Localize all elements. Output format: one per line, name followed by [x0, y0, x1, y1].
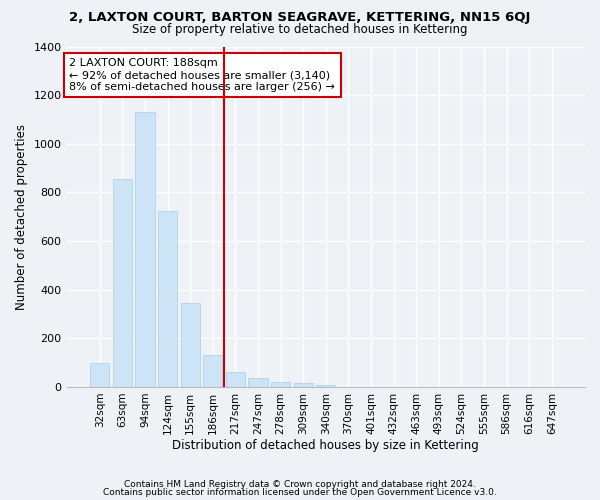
Bar	[203, 356, 223, 387]
Bar	[271, 382, 290, 387]
Y-axis label: Number of detached properties: Number of detached properties	[15, 124, 28, 310]
Bar	[226, 372, 245, 387]
Bar	[136, 112, 155, 387]
Text: 2 LAXTON COURT: 188sqm
← 92% of detached houses are smaller (3,140)
8% of semi-d: 2 LAXTON COURT: 188sqm ← 92% of detached…	[69, 58, 335, 92]
Bar	[113, 179, 132, 387]
Bar	[248, 378, 268, 387]
Text: 2, LAXTON COURT, BARTON SEAGRAVE, KETTERING, NN15 6QJ: 2, LAXTON COURT, BARTON SEAGRAVE, KETTER…	[70, 11, 530, 24]
Bar	[90, 362, 109, 387]
Text: Size of property relative to detached houses in Kettering: Size of property relative to detached ho…	[132, 24, 468, 36]
Text: Contains public sector information licensed under the Open Government Licence v3: Contains public sector information licen…	[103, 488, 497, 497]
Bar	[158, 210, 177, 387]
Bar	[316, 384, 335, 387]
Bar	[293, 382, 313, 387]
Bar	[181, 303, 200, 387]
X-axis label: Distribution of detached houses by size in Kettering: Distribution of detached houses by size …	[172, 440, 479, 452]
Text: Contains HM Land Registry data © Crown copyright and database right 2024.: Contains HM Land Registry data © Crown c…	[124, 480, 476, 489]
